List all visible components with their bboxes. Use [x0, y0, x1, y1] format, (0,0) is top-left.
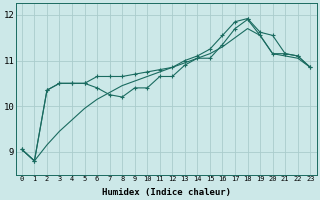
X-axis label: Humidex (Indice chaleur): Humidex (Indice chaleur) [101, 188, 231, 197]
